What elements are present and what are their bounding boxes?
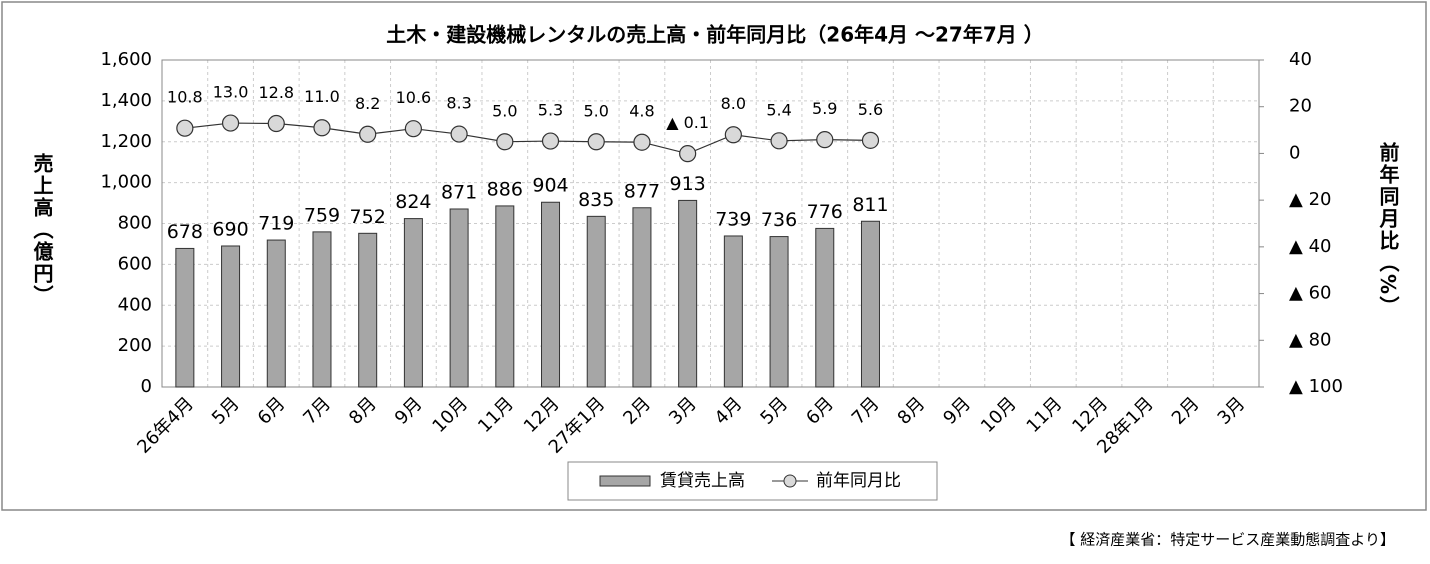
- line-value-label: ▲ 0.1: [666, 113, 709, 132]
- line-marker: [861, 131, 880, 149]
- line-value-label: 12.8: [258, 83, 294, 102]
- line-marker: [816, 131, 834, 149]
- bar: [769, 236, 789, 388]
- y2-tick-label: ▲ 40: [1289, 236, 1331, 257]
- bar-value-label: 719: [258, 213, 294, 235]
- bar-value-label: 835: [578, 189, 614, 211]
- chart-frame: [1, 1, 1427, 511]
- bar-value-label: 877: [624, 180, 660, 202]
- bar: [221, 245, 241, 388]
- legend-swatch: [599, 475, 651, 487]
- line-value-label: 10.6: [396, 88, 432, 107]
- y2-tick-label: 0: [1289, 142, 1300, 163]
- bar-value-label: 736: [761, 209, 797, 231]
- y2-tick-label: ▲ 60: [1289, 283, 1331, 304]
- source-note: 【 経済産業省：特定サービス産業動態調査より】: [1061, 531, 1395, 549]
- y-tick-label: 1,000: [100, 172, 152, 193]
- legend-label: 前年同月比: [816, 471, 901, 491]
- line-marker: [359, 125, 377, 143]
- bar: [175, 247, 195, 388]
- bar-value-label: 811: [852, 194, 888, 216]
- line-marker: [541, 132, 560, 150]
- bar-value-label: 904: [532, 175, 568, 197]
- bar-value-label: 886: [487, 178, 523, 200]
- bar-value-label: 913: [670, 173, 706, 195]
- line-value-label: 5.6: [858, 100, 883, 119]
- bar: [860, 220, 880, 388]
- bar: [678, 199, 698, 388]
- line-marker: [633, 133, 651, 151]
- line-value-label: 5.4: [766, 100, 791, 119]
- y2-tick-label: 20: [1289, 96, 1312, 117]
- bar-value-label: 690: [212, 218, 248, 240]
- line-marker: [450, 125, 468, 143]
- legend-marker: [783, 474, 797, 488]
- line-value-label: 5.0: [584, 101, 609, 120]
- bar-value-label: 776: [807, 201, 843, 223]
- bar-value-label: 759: [304, 204, 340, 226]
- y-tick-label: 1,600: [100, 49, 152, 70]
- line-marker: [770, 132, 788, 150]
- line-marker: [313, 119, 331, 137]
- y2-axis-label: 前年同月比（%）: [1376, 141, 1400, 318]
- bar: [266, 239, 286, 388]
- y-tick-label: 800: [118, 213, 152, 234]
- bar: [403, 218, 423, 388]
- legend-label: 賃貸売上高: [660, 471, 745, 491]
- y2-tick-label: 40: [1289, 49, 1312, 70]
- bar-value-label: 824: [395, 191, 431, 213]
- line-value-label: 11.0: [304, 87, 340, 106]
- bar-value-label: 739: [715, 208, 751, 230]
- line-value-label: 8.3: [446, 94, 471, 113]
- line-marker: [724, 126, 742, 144]
- line-marker: [176, 119, 194, 137]
- line-value-label: 13.0: [213, 83, 249, 102]
- line: [184, 122, 871, 155]
- y2-tick-label: ▲ 20: [1289, 189, 1331, 210]
- line-value-label: 8.0: [721, 94, 746, 113]
- y-tick-label: 1,200: [100, 131, 152, 152]
- line-marker: [267, 114, 285, 133]
- chart-title: 土木・建設機械レンタルの売上高・前年同月比（26年4月 ～27年7月 ）: [386, 23, 1043, 47]
- line-marker: [404, 120, 422, 138]
- line-value-label: 5.0: [492, 101, 517, 120]
- bar-value-label: 871: [441, 181, 477, 203]
- y-tick-label: 400: [118, 294, 152, 315]
- y-tick-label: 200: [118, 335, 152, 356]
- y2-tick-label: ▲ 100: [1289, 376, 1343, 397]
- line-value-label: 4.8: [629, 102, 654, 121]
- line-value-label: 10.8: [167, 88, 203, 107]
- bar: [358, 232, 378, 388]
- bar-value-label: 678: [167, 221, 203, 243]
- line-marker: [496, 133, 514, 151]
- bar: [632, 207, 652, 388]
- bar-value-label: 752: [350, 206, 386, 228]
- bar: [586, 215, 606, 388]
- bar: [541, 201, 561, 388]
- line-value-label: 8.2: [355, 94, 380, 113]
- line-marker: [679, 145, 697, 163]
- bar: [495, 205, 515, 388]
- y-tick-label: 1,400: [100, 90, 152, 111]
- bar: [449, 208, 469, 388]
- plot-frame: [161, 59, 1260, 388]
- bar: [723, 235, 743, 388]
- bar: [815, 227, 835, 388]
- bar: [312, 231, 332, 388]
- line-marker: [587, 133, 605, 151]
- line-marker: [221, 114, 240, 132]
- line-value-label: 5.3: [538, 101, 563, 120]
- y-tick-label: 0: [141, 376, 152, 397]
- y-tick-label: 600: [118, 253, 152, 274]
- y-axis-label: 売上高（億円）: [30, 153, 54, 307]
- y2-tick-label: ▲ 80: [1289, 329, 1331, 350]
- line-value-label: 5.9: [812, 99, 837, 118]
